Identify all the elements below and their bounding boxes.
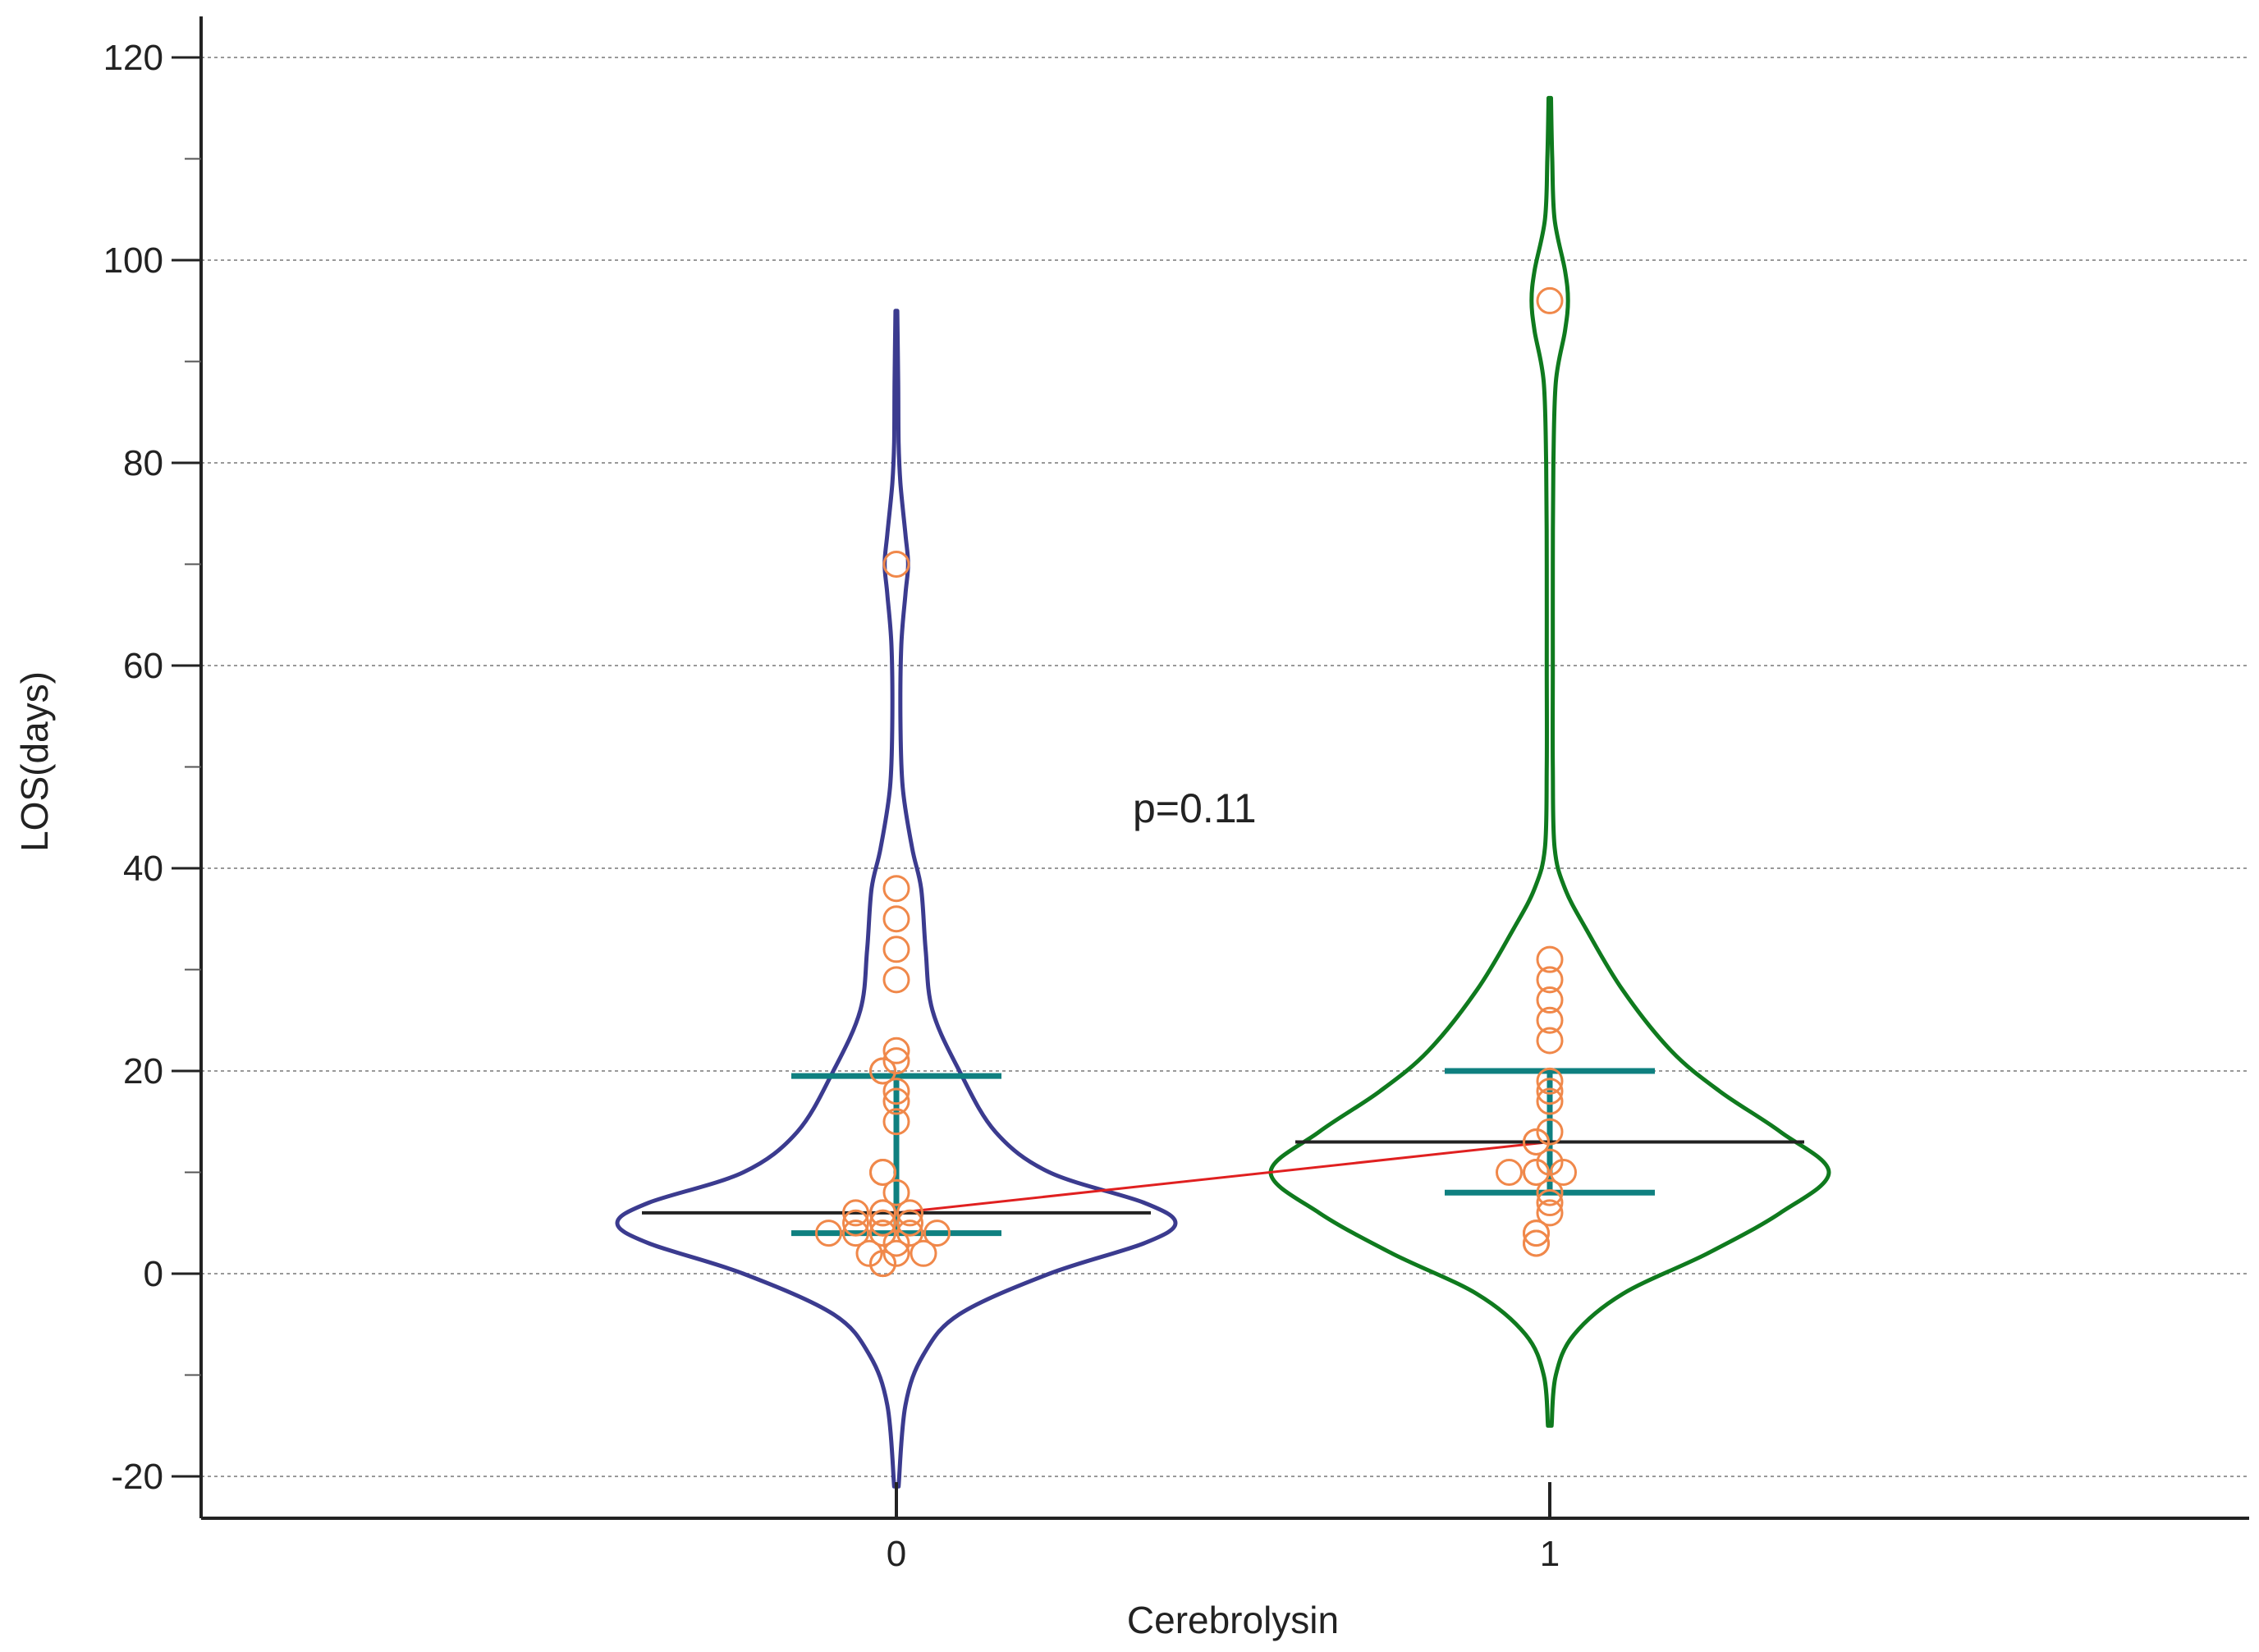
data-point: [923, 1220, 951, 1247]
data-points: [815, 286, 1577, 1278]
data-point: [882, 1087, 910, 1115]
data-point: [869, 1159, 896, 1186]
violin-0: [615, 309, 1178, 1489]
data-point: [1536, 1178, 1564, 1206]
data-point: [882, 1229, 910, 1257]
data-point: [1536, 1087, 1564, 1115]
data-point: [882, 1178, 910, 1206]
data-point: [869, 1250, 896, 1278]
data-point: [855, 1239, 883, 1267]
iqr-bars: [642, 1068, 1804, 1237]
data-point: [882, 1108, 910, 1136]
data-point: [1536, 966, 1564, 994]
data-point: [1536, 1027, 1564, 1055]
p-value-annotation: p=0.11: [1133, 785, 1257, 831]
data-point: [1536, 1199, 1564, 1227]
data-point: [1523, 1229, 1550, 1257]
data-point: [1536, 1006, 1564, 1034]
data-point: [1496, 1159, 1523, 1186]
data-point: [882, 966, 910, 994]
median-link: [896, 1140, 1551, 1215]
data-point: [1523, 1159, 1550, 1186]
data-point: [815, 1220, 842, 1247]
y-tick-label: 80: [123, 443, 163, 483]
y-tick-label: 120: [103, 38, 163, 78]
data-point: [882, 905, 910, 933]
data-point: [1536, 1148, 1564, 1176]
data-point: [882, 551, 910, 578]
data-point: [1536, 945, 1564, 973]
grid-lines: [201, 57, 2249, 1477]
data-point: [1536, 1189, 1564, 1217]
data-point: [842, 1209, 869, 1237]
data-point: [1536, 1118, 1564, 1146]
y-tick-label: 40: [123, 849, 163, 889]
x-tick-label: 1: [1540, 1534, 1560, 1574]
data-point: [869, 1220, 896, 1247]
data-point: [1523, 1128, 1550, 1155]
x-tick-label: 0: [887, 1534, 906, 1574]
y-axis-label: LOS(days): [13, 671, 56, 852]
data-point: [896, 1209, 923, 1237]
data-point: [882, 1078, 910, 1105]
x-axis-label: Cerebrolysin: [1127, 1599, 1339, 1641]
violins: [615, 95, 1831, 1489]
data-point: [1536, 1067, 1564, 1095]
data-point: [869, 1199, 896, 1227]
axes: -20 0 20 40 60 80 100 120 0 1: [103, 16, 2249, 1574]
data-point: [1523, 1220, 1550, 1247]
data-point: [882, 936, 910, 963]
y-tick-label: 60: [123, 646, 163, 686]
violin-1: [1268, 95, 1831, 1428]
data-point: [882, 875, 910, 903]
data-point: [882, 1047, 910, 1075]
data-point: [842, 1220, 869, 1247]
y-tick-label: 0: [144, 1254, 163, 1294]
data-point: [910, 1239, 937, 1267]
data-point: [882, 1037, 910, 1064]
y-tick-label: 20: [123, 1051, 163, 1091]
y-tick-label: -20: [111, 1457, 163, 1497]
data-point: [842, 1199, 869, 1227]
data-point: [896, 1220, 923, 1247]
data-point: [1550, 1159, 1577, 1186]
y-tick-label: 100: [103, 240, 163, 281]
median-connector: [896, 1140, 1551, 1215]
data-point: [1536, 286, 1564, 314]
data-point: [869, 1209, 896, 1237]
data-point: [1536, 1078, 1564, 1105]
data-point: [1536, 986, 1564, 1014]
data-point: [882, 1239, 910, 1267]
data-point: [896, 1199, 923, 1227]
data-point: [869, 1057, 896, 1085]
